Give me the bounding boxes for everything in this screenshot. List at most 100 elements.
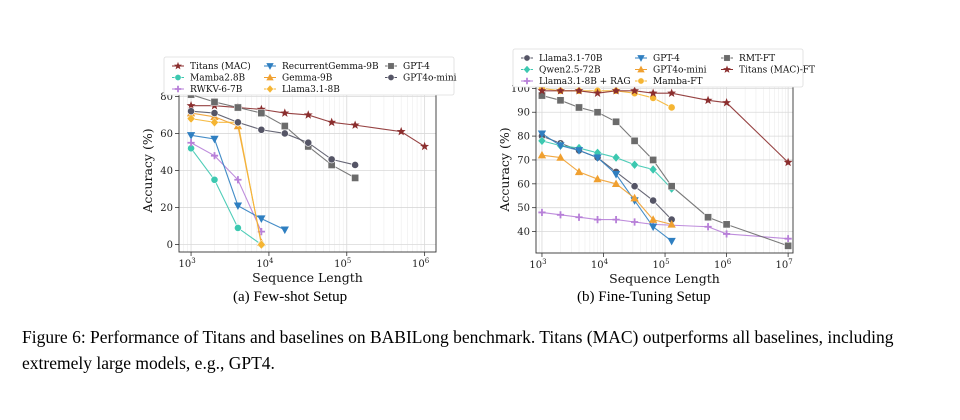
data-point (630, 193, 639, 202)
data-point (556, 96, 565, 105)
legend-label: GPT-4 (653, 54, 680, 64)
series-rmt-ft (538, 91, 792, 250)
series-titans-mac-ft (537, 86, 793, 167)
data-point (611, 171, 621, 179)
data-point (210, 135, 219, 144)
data-point (257, 125, 266, 134)
data-point (784, 235, 792, 243)
data-point (784, 241, 792, 250)
legend-label: GPT4o-mini (403, 74, 457, 84)
data-point (649, 94, 658, 102)
legend-label: Llama3.1-70B (539, 54, 603, 64)
data-point (648, 88, 658, 97)
legend-label: GPT4o-mini (653, 66, 707, 76)
data-point (186, 132, 196, 140)
series-llama3-1-8b-rag (538, 208, 792, 243)
data-point (667, 237, 676, 246)
data-point (256, 104, 266, 114)
data-point (612, 117, 620, 126)
legend-marker (387, 74, 395, 82)
y-tick-label: 100 (511, 84, 530, 95)
data-point (556, 153, 565, 161)
data-point (257, 109, 266, 117)
x-tick-label: 106 (714, 258, 732, 271)
legend-marker (523, 77, 531, 85)
data-point (257, 239, 266, 250)
data-point (722, 230, 731, 238)
data-point (304, 138, 313, 147)
legend-item-rwkv-6-7b: RWKV-6-7B (172, 85, 243, 95)
data-point (575, 213, 583, 221)
data-point (210, 98, 219, 106)
data-point (280, 226, 289, 235)
data-point (648, 215, 658, 223)
y-tick-label: 90 (517, 108, 530, 119)
x-tick-label: 106 (412, 257, 430, 270)
data-point (611, 86, 621, 95)
data-point (648, 223, 658, 232)
x-tick-label: 103 (529, 258, 546, 271)
y-tick-label: 60 (160, 129, 173, 140)
legend-item-mamba-ft: Mamba-FT (635, 77, 703, 87)
data-point (233, 202, 243, 211)
legend-label: Mamba2.8B (190, 74, 246, 84)
data-point (574, 167, 584, 176)
legend-marker (523, 65, 531, 74)
data-point (574, 86, 584, 95)
data-point (667, 220, 676, 228)
data-point (280, 129, 289, 138)
series-group (186, 90, 430, 250)
data-point (575, 103, 583, 112)
subcaption-b: (b) Fine-Tuning Setup (577, 289, 711, 305)
x-tick-label: 107 (776, 258, 793, 271)
legend-marker (266, 63, 274, 70)
data-point (538, 208, 546, 217)
data-point (556, 211, 565, 219)
data-point (537, 86, 547, 95)
x-tick-label: 103 (178, 257, 195, 270)
legend-marker (266, 73, 274, 81)
data-point (327, 117, 337, 127)
y-axis-label: Accuracy (%) (140, 128, 155, 213)
legend-item-gpt4o-mini: GPT4o-mini (635, 66, 707, 76)
data-point (667, 88, 677, 97)
data-point (630, 137, 639, 145)
legend-item-gpt4o-mini: GPT4o-mini (385, 74, 457, 84)
y-tick-label: 80 (517, 132, 530, 143)
data-point (420, 141, 430, 151)
x-axis-label: Sequence Length (252, 270, 363, 285)
data-point (593, 174, 602, 183)
data-point (234, 224, 242, 232)
legend-label: Titans (MAC) (190, 61, 251, 72)
data-point (593, 88, 602, 97)
data-point (611, 152, 621, 163)
legend-label: Llama3.1-8B + RAG (539, 77, 631, 87)
y-tick-label: 40 (517, 227, 530, 238)
data-point (612, 216, 620, 224)
data-point (649, 196, 658, 205)
data-point (783, 157, 793, 167)
legend-item-gpt-4: GPT-4 (635, 54, 680, 64)
data-point (630, 218, 639, 226)
legend-item-titans-mac-ft: Titans (MAC)-FT (721, 65, 815, 76)
data-point (234, 176, 242, 184)
legend-item-recurrentgemma-9b: RecurrentGemma-9B (264, 62, 379, 72)
data-point (593, 108, 602, 117)
legend-label: RMT-FT (739, 54, 775, 64)
legend-item-titans-mac: Titans (MAC) (172, 61, 251, 72)
data-point (351, 174, 359, 182)
data-point (574, 147, 584, 155)
legend-item-mamba2-8b: Mamba2.8B (172, 74, 246, 84)
data-point (537, 135, 547, 146)
axes: 103 104 105 106 0 20 40 60 80 Sequence Length Accu… (140, 88, 437, 285)
series-gpt4o-mini (187, 107, 360, 169)
data-point (722, 98, 732, 107)
series-rwkv-6-7b (187, 139, 265, 236)
data-point (537, 150, 547, 159)
legend-item-gpt-4: GPT-4 (385, 62, 430, 72)
legend-marker (637, 55, 645, 62)
x-axis-label: Sequence Length (609, 271, 720, 286)
data-point (210, 152, 219, 160)
